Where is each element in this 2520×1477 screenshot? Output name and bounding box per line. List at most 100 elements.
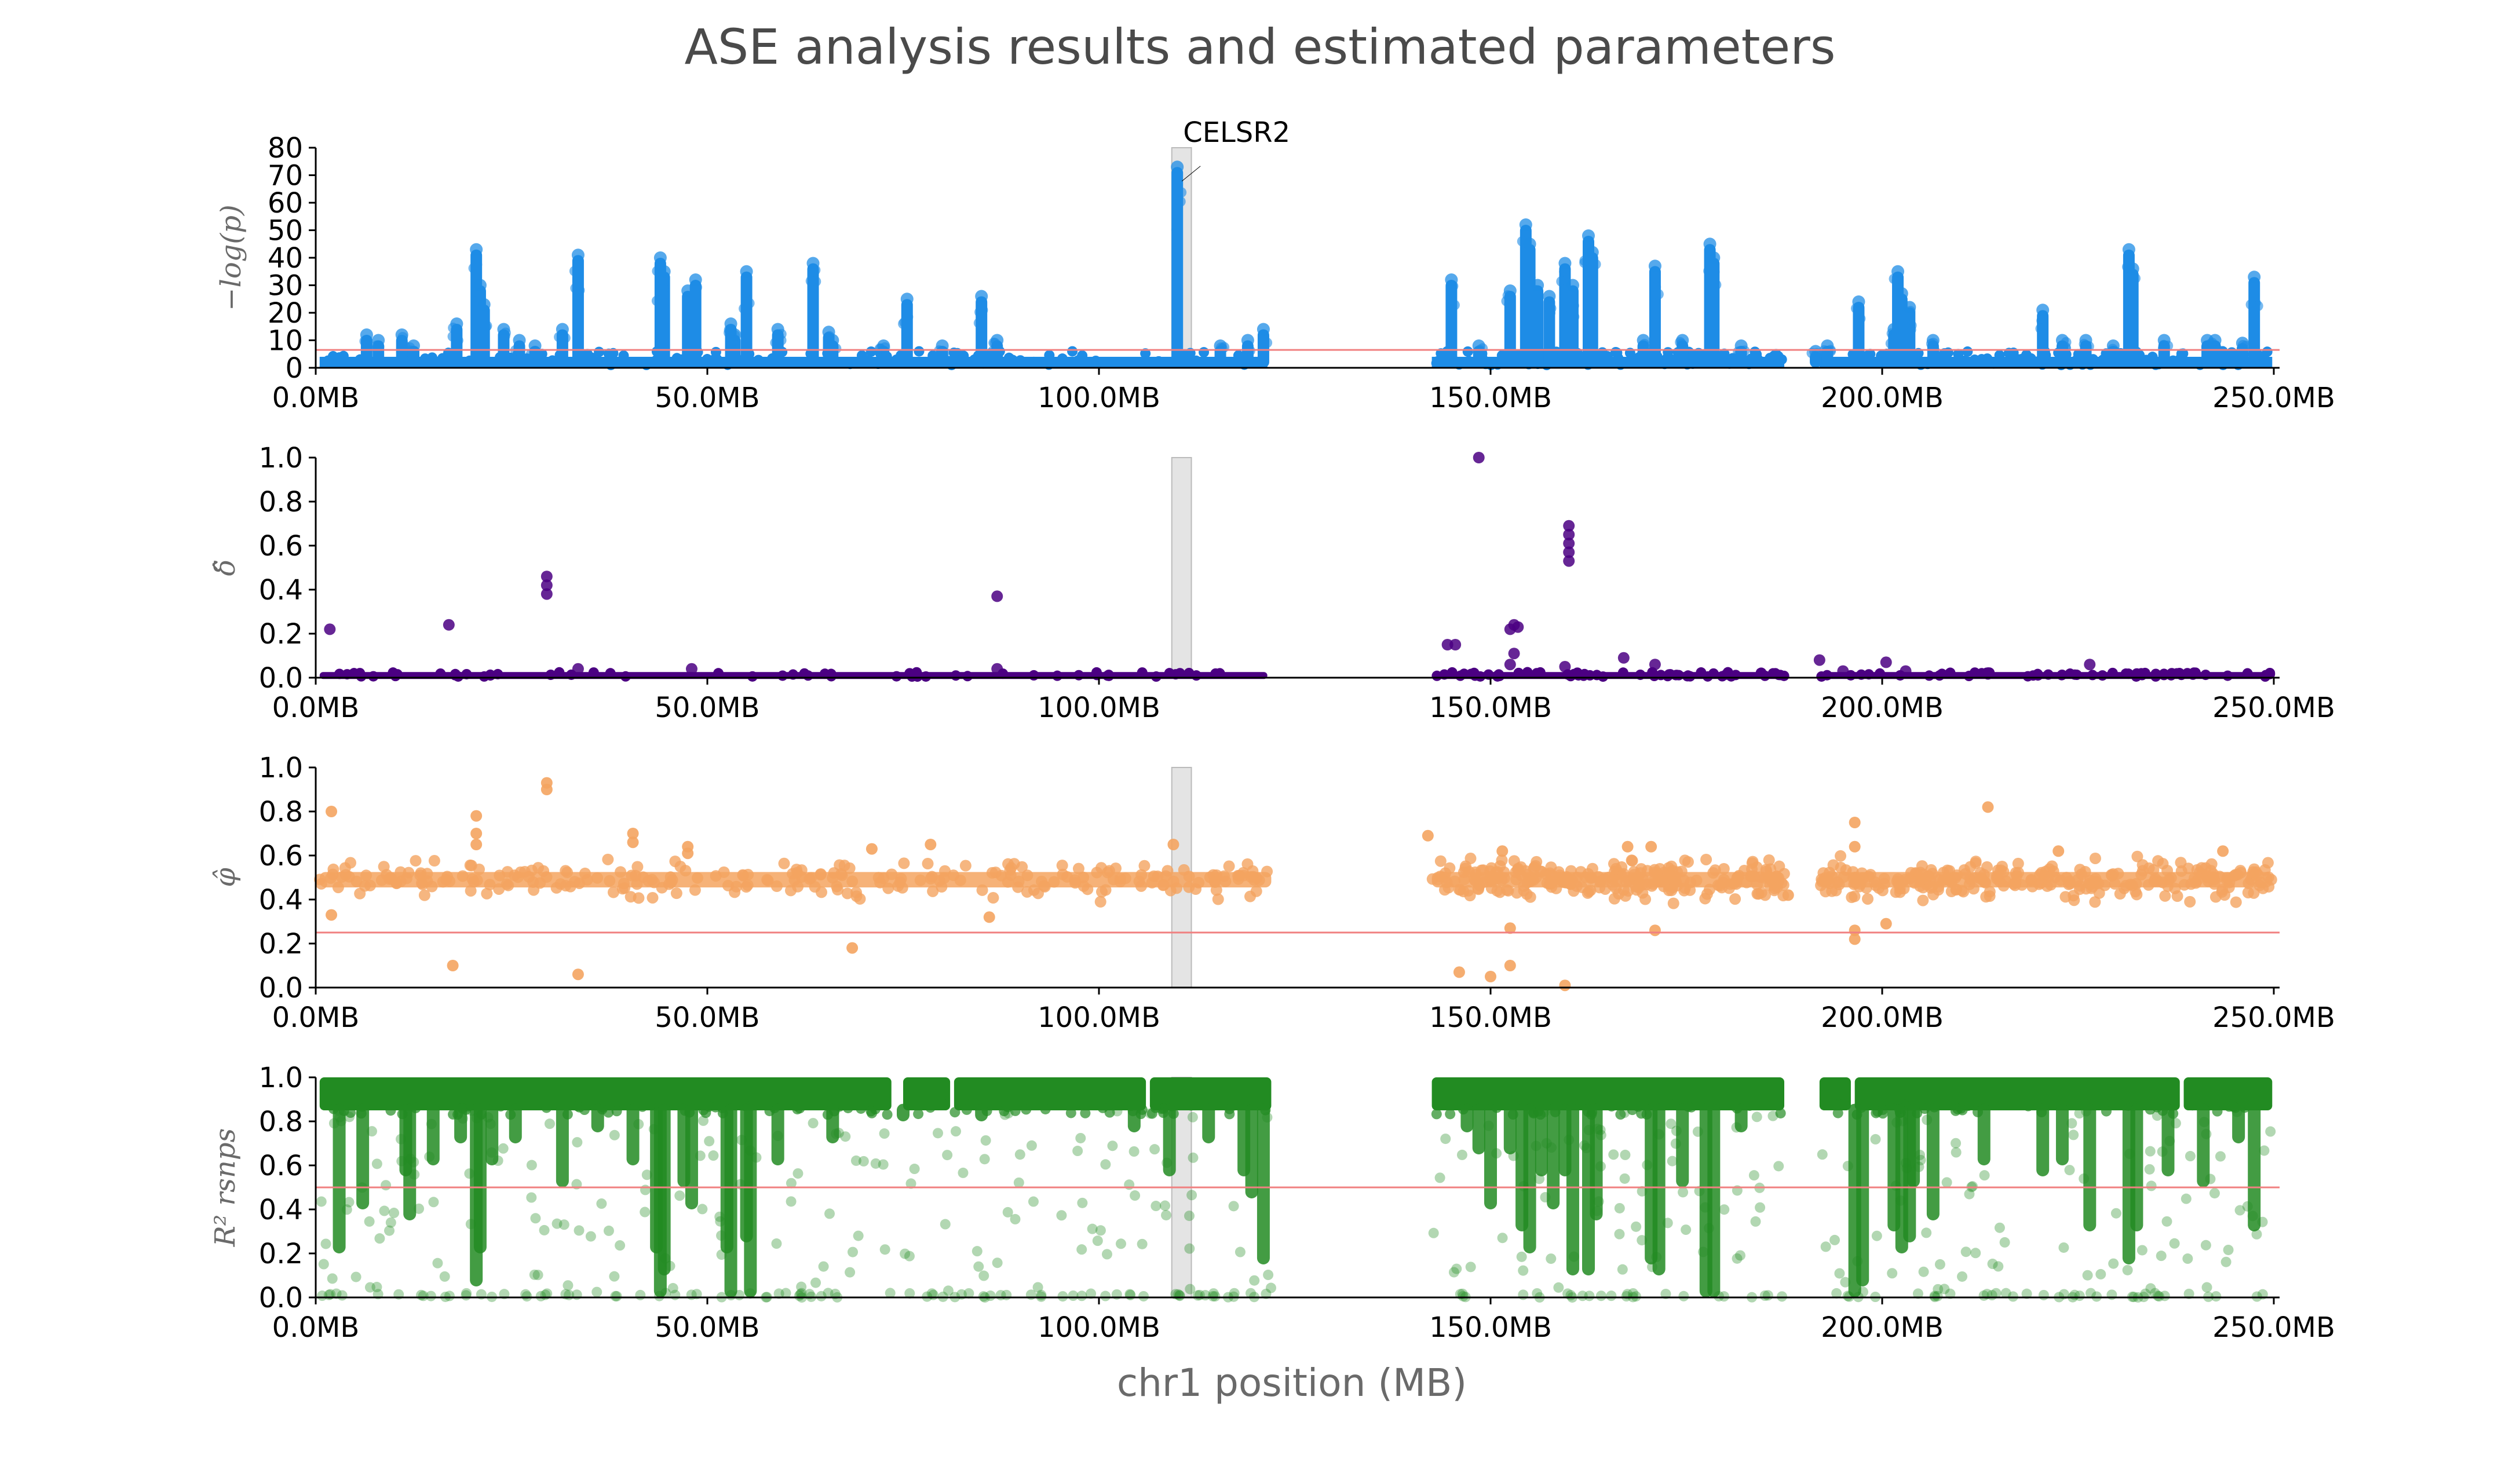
data-point (581, 873, 593, 886)
data-point (603, 1107, 614, 1118)
data-point (1905, 306, 1916, 317)
data-point (747, 671, 758, 682)
data-point (792, 1168, 804, 1179)
data-point (602, 853, 614, 865)
data-point (1653, 288, 1664, 299)
data-point (882, 1109, 893, 1120)
data-point (1584, 1290, 1595, 1301)
data-point (1598, 873, 1610, 885)
r2-drop-column (2161, 1103, 2175, 1176)
r2-drop-column (1547, 1103, 1560, 1209)
data-point (1838, 1099, 1849, 1110)
data-point (882, 882, 894, 894)
data-point (2091, 1291, 2102, 1302)
data-point (426, 880, 438, 893)
data-point (344, 1197, 355, 1208)
data-point (1834, 1268, 1845, 1279)
data-point (846, 942, 859, 954)
data-point (1186, 1100, 1197, 1111)
data-point (1967, 1181, 1978, 1192)
data-point (1595, 1290, 1606, 1301)
data-point (1621, 840, 1634, 853)
peak-point (2122, 243, 2135, 256)
data-point (973, 317, 984, 328)
data-point (461, 1290, 472, 1301)
data-point (778, 857, 790, 869)
data-point (1880, 917, 1892, 930)
data-point (2234, 1205, 2245, 1216)
y-tick-label: 0 (285, 352, 303, 385)
data-point (689, 884, 701, 896)
data-point (2211, 1291, 2222, 1302)
data-point (914, 346, 925, 357)
data-point (1627, 1105, 1638, 1116)
peak-point (900, 293, 914, 306)
data-point (343, 871, 355, 883)
data-point (355, 668, 366, 679)
data-point (914, 874, 926, 886)
data-point (1207, 1290, 1218, 1301)
data-point (680, 865, 692, 877)
data-point (704, 1136, 715, 1147)
y-tick-label: 0.8 (259, 1106, 303, 1138)
data-point (1562, 1288, 1573, 1299)
data-point (1153, 356, 1164, 367)
data-point (371, 1282, 382, 1293)
data-point (1739, 864, 1751, 876)
r2-drop-column (403, 1103, 417, 1220)
peak-point (975, 290, 988, 303)
phi-marks (314, 767, 2277, 992)
data-point (1188, 1152, 1199, 1163)
data-point (2084, 659, 2096, 671)
data-point (718, 866, 730, 878)
peak-point (1519, 218, 1532, 231)
y-tick-label: 0.0 (259, 662, 303, 694)
data-point (1069, 874, 1081, 886)
data-point (1734, 1250, 1745, 1261)
r2-panel: R² rsnps 0.0 0.2 0.4 0.6 0.8 1.0 0.0MB 50.0MB 10… (209, 1062, 2335, 1344)
data-point (986, 867, 998, 879)
data-point (2207, 338, 2218, 349)
data-point (541, 1102, 552, 1113)
data-point (1185, 1284, 1196, 1295)
data-point (1719, 1204, 1730, 1215)
r2-drop-column (556, 1103, 569, 1187)
data-point (949, 1107, 960, 1118)
data-point (659, 298, 670, 309)
data-point (1021, 1104, 1032, 1115)
data-point (1750, 346, 1761, 357)
data-point (1637, 1235, 1648, 1246)
y-tick-label: 50 (268, 215, 303, 247)
data-point (1228, 1201, 1239, 1212)
data-point (591, 872, 604, 884)
data-point (1568, 885, 1580, 897)
data-point (332, 882, 344, 894)
data-point (879, 1128, 890, 1139)
data-point (2212, 1106, 2223, 1117)
delta-ylabel: δ̂ (209, 560, 242, 576)
data-point (1151, 671, 1162, 682)
r2-drop-column (1202, 1103, 1215, 1143)
data-point (1251, 872, 1263, 884)
data-point (1639, 338, 1650, 349)
data-point (1699, 893, 1711, 905)
data-point (1816, 671, 1827, 682)
data-point (461, 668, 472, 679)
data-point (1905, 324, 1916, 335)
data-point (1840, 1277, 1851, 1288)
data-point (2262, 857, 2274, 869)
data-point (1107, 1140, 1118, 1151)
data-point (1090, 355, 1101, 366)
data-point (384, 1225, 395, 1236)
data-point (2146, 1180, 2157, 1191)
data-point (1497, 1233, 1508, 1244)
r2-ylabel: R² rsnps (209, 1128, 242, 1248)
data-point (1003, 352, 1014, 363)
data-point (1964, 1189, 1975, 1200)
data-point (1775, 1107, 1786, 1118)
data-point (1091, 667, 1102, 678)
data-point (824, 1208, 835, 1219)
data-point (2201, 1282, 2212, 1293)
y-tick-label: 20 (268, 297, 303, 330)
data-point (955, 353, 966, 364)
